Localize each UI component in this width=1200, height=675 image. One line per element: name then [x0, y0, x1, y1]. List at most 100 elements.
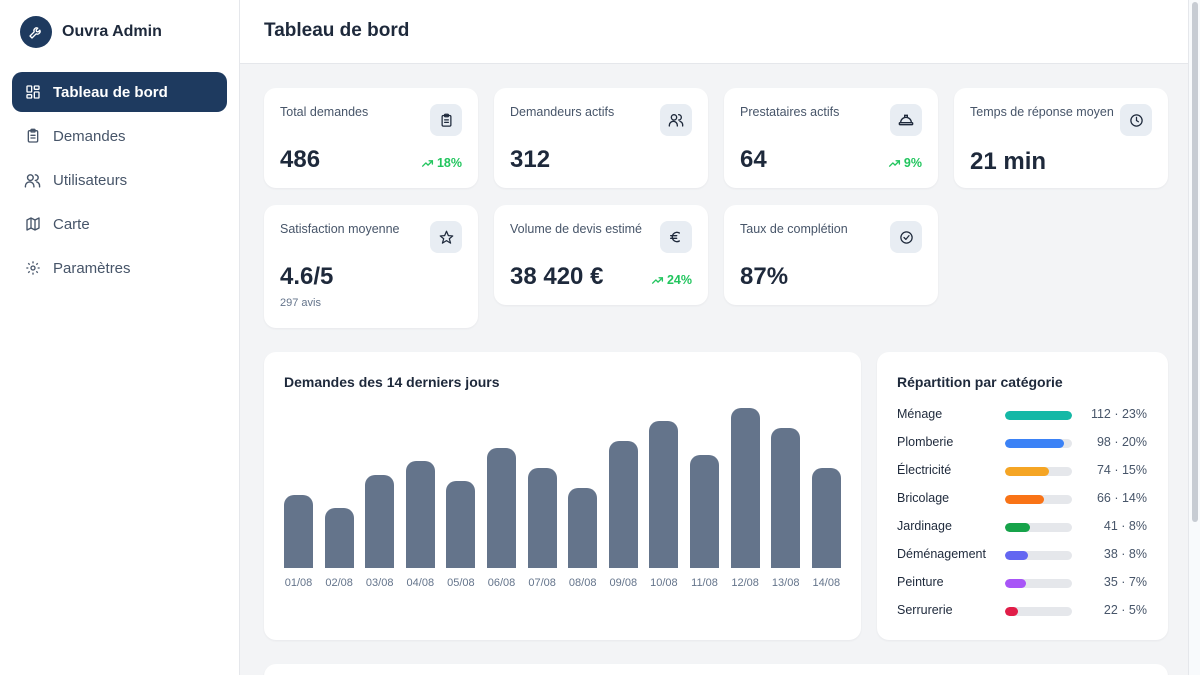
clipboard-icon	[430, 104, 462, 136]
chart-bar	[405, 461, 435, 568]
chart-bar	[649, 421, 679, 568]
category-row: Bricolage 66 · 14%	[897, 491, 1147, 509]
sidebar-item-parametres[interactable]: Paramètres	[12, 248, 227, 288]
users-icon	[660, 104, 692, 136]
category-row: Peinture 35 · 7%	[897, 575, 1147, 593]
stat-subtext: 297 avis	[280, 297, 321, 309]
category-bar-track	[1005, 607, 1072, 616]
stat-label: Temps de réponse moyen	[970, 105, 1114, 119]
category-bar-track	[1005, 495, 1072, 504]
category-bar-track	[1005, 579, 1072, 588]
stat-card-satisfaction: Satisfaction moyenne 4.6/5 297 avis	[264, 205, 478, 328]
category-row: Serrurerie 22 · 5%	[897, 603, 1147, 621]
stat-label: Demandeurs actifs	[510, 105, 615, 119]
category-bar-fill	[1005, 607, 1019, 616]
stat-label: Taux de complétion	[740, 222, 848, 236]
stat-card-temps-reponse: Temps de réponse moyen 21 min	[954, 88, 1168, 188]
stat-card-taux-completion: Taux de complétion 87%	[724, 205, 938, 305]
dashboard-icon	[24, 84, 41, 101]
sidebar-item-demandes[interactable]: Demandes	[12, 116, 227, 156]
star-icon	[430, 221, 462, 253]
category-name: Bricolage	[897, 491, 950, 505]
stat-card-demandeurs-actifs: Demandeurs actifs 312	[494, 88, 708, 188]
check-circle-icon	[890, 221, 922, 253]
chart-title: Demandes des 14 derniers jours	[284, 374, 500, 390]
chart-bar	[608, 441, 638, 568]
chart-bar	[811, 468, 841, 568]
page-title: Tableau de bord	[264, 20, 410, 41]
trend-up-icon	[888, 159, 900, 167]
category-bar-fill	[1005, 579, 1026, 588]
stat-value: 87%	[740, 263, 789, 290]
scrollbar-thumb[interactable]	[1192, 2, 1198, 522]
x-tick-label: 02/08	[325, 577, 353, 589]
x-tick-label: 08/08	[568, 577, 597, 589]
x-tick-label: 03/08	[365, 577, 394, 589]
chart-bar	[324, 508, 354, 568]
category-value: 22 · 5%	[1103, 603, 1147, 617]
stat-value: 486	[280, 146, 321, 173]
sidebar-item-utilisateurs[interactable]: Utilisateurs	[12, 160, 227, 200]
trend-value: 24%	[666, 273, 692, 287]
x-tick-label: 04/08	[406, 577, 435, 589]
category-breakdown-panel: Répartition par catégorie Ménage 112 · 23…	[877, 352, 1168, 640]
trend-up-icon	[651, 276, 664, 284]
category-bar-track	[1005, 467, 1072, 476]
next-panel	[264, 664, 1168, 675]
sidebar-item-label: Demandes	[53, 127, 126, 145]
category-name: Serrurerie	[897, 603, 953, 617]
category-value: 41 · 8%	[1103, 519, 1147, 533]
stat-value: 64	[740, 146, 767, 173]
chart-bar	[365, 475, 395, 568]
chart-bar	[527, 468, 557, 568]
hardhat-icon	[890, 104, 922, 136]
sidebar-item-dashboard[interactable]: Tableau de bord	[12, 72, 227, 112]
category-value: 74 · 15%	[1096, 463, 1147, 477]
trend-badge: 18%	[421, 156, 462, 170]
clock-icon	[1120, 104, 1152, 136]
x-tick-label: 06/08	[487, 577, 516, 589]
page-scrollbar[interactable]	[1188, 0, 1200, 675]
x-tick-label: 12/08	[731, 577, 759, 589]
requests-chart-panel: Demandes des 14 derniers jours 01/08 02/0…	[264, 352, 861, 640]
category-name: Peinture	[897, 575, 944, 589]
chart-bar	[568, 488, 598, 568]
category-bar-track	[1005, 523, 1072, 532]
stat-card-total-demandes: Total demandes 486 18%	[264, 88, 478, 188]
category-bar-fill	[1005, 495, 1045, 504]
category-name: Ménage	[897, 407, 943, 421]
sidebar-item-label: Tableau de bord	[53, 83, 168, 101]
stat-value: 4.6/5	[280, 263, 334, 290]
category-bar-fill	[1005, 411, 1072, 420]
chart-bar	[771, 428, 801, 568]
category-row: Électricité 74 · 15%	[897, 463, 1147, 481]
sidebar-item-label: Utilisateurs	[53, 171, 128, 189]
sidebar: Ouvra Admin Tableau de bord Demandes Uti…	[0, 0, 240, 675]
category-name: Plomberie	[897, 435, 954, 449]
clipboard-icon	[24, 128, 41, 145]
category-row: Jardinage 41 · 8%	[897, 519, 1147, 537]
euro-icon	[660, 221, 692, 253]
x-tick-label: 05/08	[447, 577, 475, 589]
category-name: Électricité	[897, 463, 952, 477]
category-name: Jardinage	[897, 519, 952, 533]
stat-label: Satisfaction moyenne	[280, 222, 400, 236]
trend-badge: 9%	[888, 156, 922, 170]
category-bar-fill	[1005, 439, 1064, 448]
category-value: 98 · 20%	[1096, 435, 1147, 449]
sidebar-item-carte[interactable]: Carte	[12, 204, 227, 244]
brand[interactable]: Ouvra Admin	[20, 16, 162, 48]
category-value: 35 · 7%	[1103, 575, 1147, 589]
gear-icon	[24, 260, 41, 277]
stat-label: Total demandes	[280, 105, 369, 119]
category-bar-fill	[1005, 467, 1050, 476]
stat-card-volume-devis: Volume de devis estimé 38 420 € 24%	[494, 205, 708, 305]
top-header: Tableau de bord	[240, 0, 1188, 64]
category-row: Plomberie 98 · 20%	[897, 435, 1147, 453]
trend-badge: 24%	[651, 273, 692, 287]
category-row: Déménagement 38 · 8%	[897, 547, 1147, 565]
x-tick-label: 07/08	[528, 577, 556, 589]
category-value: 66 · 14%	[1096, 491, 1147, 505]
app-name: Ouvra Admin	[62, 23, 162, 40]
trend-value: 9%	[903, 156, 922, 170]
